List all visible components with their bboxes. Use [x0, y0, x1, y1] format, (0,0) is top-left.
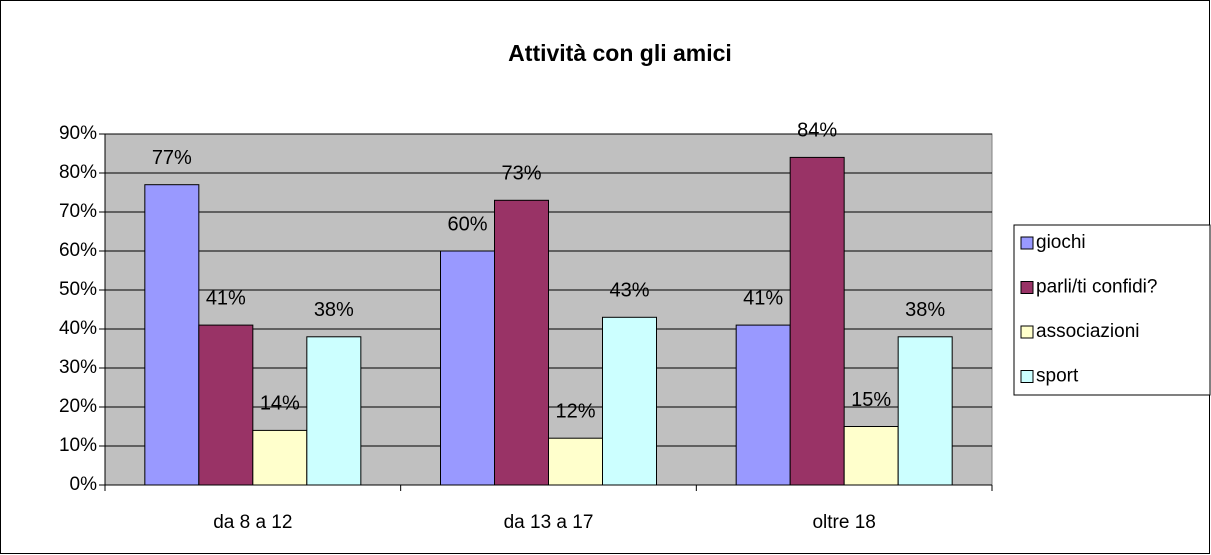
y-tick-label: 0% [70, 474, 98, 495]
data-label: 14% [260, 393, 300, 415]
data-label: 73% [501, 163, 541, 185]
y-tick-label: 50% [59, 279, 97, 300]
legend-swatch [1020, 370, 1034, 383]
y-tick-label: 90% [59, 123, 97, 144]
x-tick-label: da 8 a 12 [213, 512, 292, 533]
y-tick-label: 60% [59, 240, 97, 261]
x-tick-label: da 13 a 17 [504, 512, 594, 533]
legend-swatch [1020, 281, 1034, 294]
x-tick-label: oltre 18 [812, 512, 875, 533]
bar [494, 199, 549, 486]
y-tick-label: 20% [59, 396, 97, 417]
y-tick-label: 70% [59, 201, 97, 222]
legend-swatch [1020, 236, 1034, 250]
data-label: 15% [851, 389, 891, 411]
data-label: 38% [314, 299, 354, 321]
data-label: 60% [447, 213, 487, 235]
data-label: 38% [905, 299, 945, 321]
legend-swatch [1020, 325, 1034, 339]
bar [602, 316, 657, 486]
y-tick-label: 10% [59, 435, 97, 456]
legend-label: parli/ti confidi? [1036, 277, 1157, 298]
legend-label: sport [1036, 366, 1079, 387]
bar [306, 336, 362, 486]
legend-label: associazioni [1036, 321, 1140, 342]
bar [440, 250, 495, 486]
y-tick-label: 40% [59, 318, 97, 339]
legend-label: giochi [1036, 232, 1086, 253]
bar [548, 437, 603, 486]
data-label: 43% [609, 280, 649, 302]
bar [843, 426, 899, 486]
y-tick-label: 80% [59, 162, 97, 183]
bar [144, 184, 200, 486]
data-label: 41% [743, 287, 783, 309]
bar [735, 324, 791, 486]
data-label: 12% [555, 400, 595, 422]
data-label: 84% [797, 120, 837, 142]
y-tick-label: 30% [59, 357, 97, 378]
data-label: 77% [152, 147, 192, 169]
bar [252, 429, 308, 486]
bar [789, 156, 845, 486]
data-label: 41% [206, 287, 246, 309]
chart-title: Attività con gli amici [508, 40, 732, 66]
legend-box [1013, 224, 1211, 396]
bar [897, 336, 953, 486]
bar [198, 324, 254, 486]
